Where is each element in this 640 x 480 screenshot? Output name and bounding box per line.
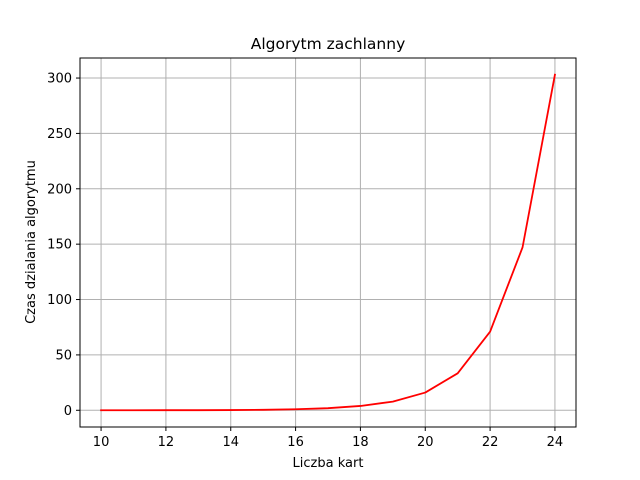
y-tick-label: 0 <box>64 404 72 419</box>
series-layer <box>100 73 556 412</box>
series-line <box>100 73 556 412</box>
x-tick-label: 22 <box>482 435 499 450</box>
y-tick-label: 250 <box>47 127 72 142</box>
x-tick-label: 16 <box>287 435 304 450</box>
x-tick-label: 14 <box>222 435 239 450</box>
x-tick-label: 24 <box>547 435 564 450</box>
y-tick-label: 150 <box>47 238 72 253</box>
y-axis-label: Czas dzialania algorytmu <box>24 160 39 324</box>
x-tick-label: 20 <box>417 435 434 450</box>
plot-frame <box>79 57 577 428</box>
x-tick-label: 12 <box>158 435 175 450</box>
axis-ticks: 10 12 14 16 18 20 22 24 0 50 100 150 200 250 300 <box>47 72 563 450</box>
x-tick-label: 18 <box>352 435 369 450</box>
y-tick-label: 100 <box>47 293 72 308</box>
plot-area <box>80 58 576 427</box>
y-tick-label: 300 <box>47 72 72 87</box>
x-axis-label: Liczba kart <box>293 456 364 471</box>
y-tick-label: 200 <box>47 182 72 197</box>
y-tick-label: 50 <box>55 348 72 363</box>
x-tick-label: 10 <box>93 435 110 450</box>
chart-title: Algorytm zachlanny <box>251 35 406 53</box>
